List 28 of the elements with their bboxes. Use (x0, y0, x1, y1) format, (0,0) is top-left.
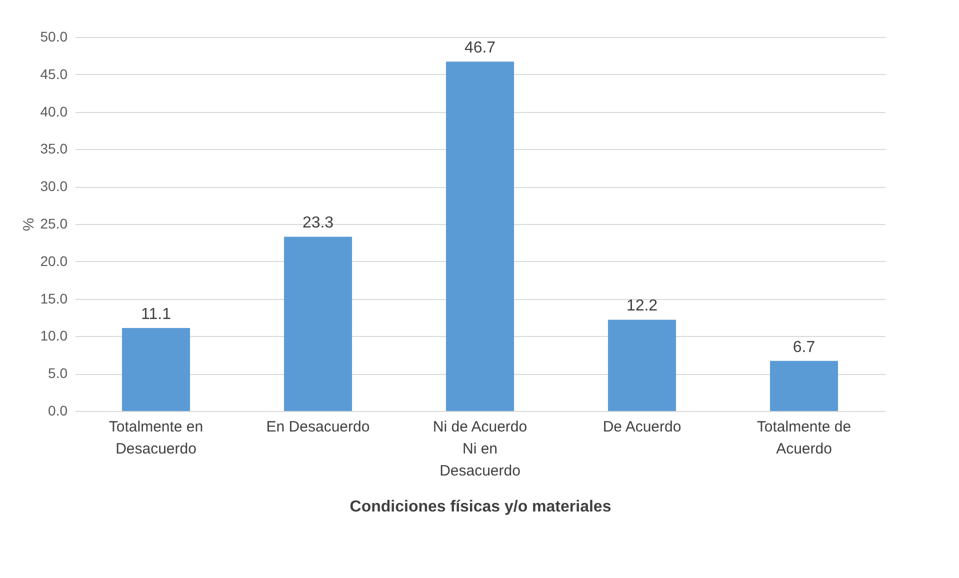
y-tick-label: 10.0 (40, 328, 68, 344)
y-tick-label: 40.0 (40, 103, 68, 120)
y-tick-label: 50.0 (40, 28, 68, 44)
bar (122, 328, 190, 411)
data-label: 46.7 (464, 40, 496, 57)
y-tick-label: 0.0 (48, 402, 68, 418)
x-tick-label: Totalmente en Desacuerdo (108, 418, 204, 458)
x-tick-label: De Acuerdo (602, 418, 682, 436)
bar (608, 320, 676, 411)
data-label: 6.7 (792, 338, 816, 356)
bar (770, 360, 838, 411)
y-tick-label: 20.0 (40, 252, 68, 269)
y-tick-label: 30.0 (40, 178, 68, 194)
y-tick-label: 15.0 (40, 290, 68, 306)
y-axis-title: % (20, 218, 38, 232)
data-label: 23.3 (302, 214, 334, 232)
x-tick-label: En Desacuerdo (266, 418, 370, 436)
x-tick-label: Ni de Acuerdo Ni en Desacuerdo (432, 418, 528, 480)
bar (284, 236, 352, 411)
y-tick-label: 5.0 (48, 365, 68, 382)
y-tick-label: 45.0 (40, 66, 68, 82)
bar (446, 62, 514, 411)
x-tick-label: Totalmente de Acuerdo (756, 418, 852, 458)
data-label: 12.2 (626, 298, 658, 315)
x-axis-title: Condiciones físicas y/o materiales (350, 498, 612, 516)
data-label: 11.1 (141, 306, 172, 323)
y-tick-label: 35.0 (40, 140, 68, 157)
y-tick-label: 25.0 (40, 216, 68, 232)
